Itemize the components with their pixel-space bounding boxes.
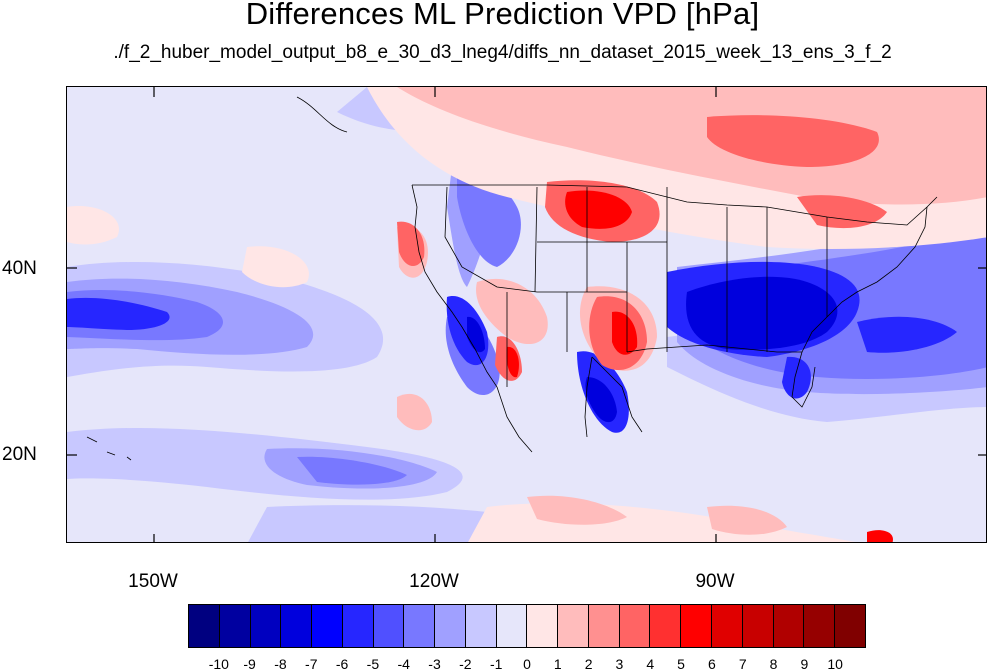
colorbar-swatch (527, 605, 559, 647)
colorbar-swatch (281, 605, 313, 647)
colorbar-swatch (250, 605, 282, 647)
colorbar-swatch (342, 605, 374, 647)
colorbar-swatch (681, 605, 713, 647)
colorbar-tick-label: 2 (584, 656, 593, 672)
colorbar-swatch (835, 605, 865, 647)
lon-label-120w: 120W (409, 571, 459, 592)
colorbar-tick-label: 4 (646, 656, 655, 672)
colorbar-swatch (588, 605, 620, 647)
colorbar-tick-label: -7 (305, 656, 318, 672)
colorbar-tick-label: -6 (335, 656, 349, 672)
colorbar-swatch (712, 605, 743, 647)
colorbar-tick-label: 3 (615, 656, 624, 672)
colorbar-swatch (804, 605, 836, 647)
lat-label-40n: 40N (2, 258, 37, 279)
colorbar-tick-label: -9 (243, 656, 256, 672)
colorbar-tick-label: -10 (208, 656, 229, 672)
colorbar-swatch (496, 605, 528, 647)
colorbar-swatch (312, 605, 343, 647)
colorbar-swatch (404, 605, 436, 647)
colorbar (188, 604, 866, 648)
colorbar-tick-label: 10 (827, 656, 843, 672)
colorbar-swatch (219, 605, 251, 647)
coastline-borders (86, 96, 938, 461)
colorbar-tick-label: -5 (366, 656, 380, 672)
colorbar-tick-label: -3 (428, 656, 441, 672)
colorbar-swatch (373, 605, 405, 647)
frame-ticks (67, 87, 986, 542)
colorbar-swatch (773, 605, 805, 647)
lon-label-150w: 150W (128, 571, 178, 592)
colorbar-swatch (619, 605, 651, 647)
subtitle: ./f_2_huber_model_output_b8_e_30_d3_lneg… (113, 42, 892, 63)
colorbar-tick-label: 1 (553, 656, 562, 672)
colorbar-tick-label: -2 (459, 656, 472, 672)
lat-label-20n: 20N (2, 444, 37, 465)
colorbar-tick-label: 7 (738, 656, 747, 672)
vpd-difference-map (67, 87, 986, 542)
colorbar-swatch (742, 605, 774, 647)
map-panel (66, 86, 987, 543)
colorbar-swatch (189, 605, 220, 647)
colorbar-swatch (558, 605, 589, 647)
anomaly-plus-6 (506, 190, 893, 542)
colorbar-tick-label: 0 (523, 656, 531, 672)
colorbar-swatch (435, 605, 466, 647)
lon-label-90w: 90W (695, 571, 735, 592)
anomaly-plus-4 (397, 115, 887, 381)
colorbar-tick-label: 9 (800, 656, 809, 672)
colorbar-tick-label: 5 (677, 656, 685, 672)
page-title: Differences ML Prediction VPD [hPa] (245, 0, 760, 31)
colorbar-tick-label: -8 (274, 656, 287, 672)
colorbar-tick-label: 6 (708, 656, 716, 672)
colorbar-swatch (650, 605, 682, 647)
colorbar-tick-label: -1 (489, 656, 503, 672)
colorbar-tick-label: 8 (769, 656, 778, 672)
colorbar-swatch (465, 605, 497, 647)
colorbar-tick-label: -4 (397, 656, 410, 672)
